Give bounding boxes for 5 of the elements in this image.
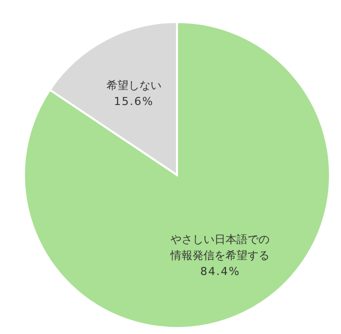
slice-label: やさしい日本語での情報発信を希望する (170, 232, 270, 262)
pie-slice (23, 21, 331, 328)
data-label: 84.4% (200, 264, 240, 278)
slice-label: 希望しない (106, 79, 162, 92)
data-label: 15.6% (114, 95, 154, 108)
